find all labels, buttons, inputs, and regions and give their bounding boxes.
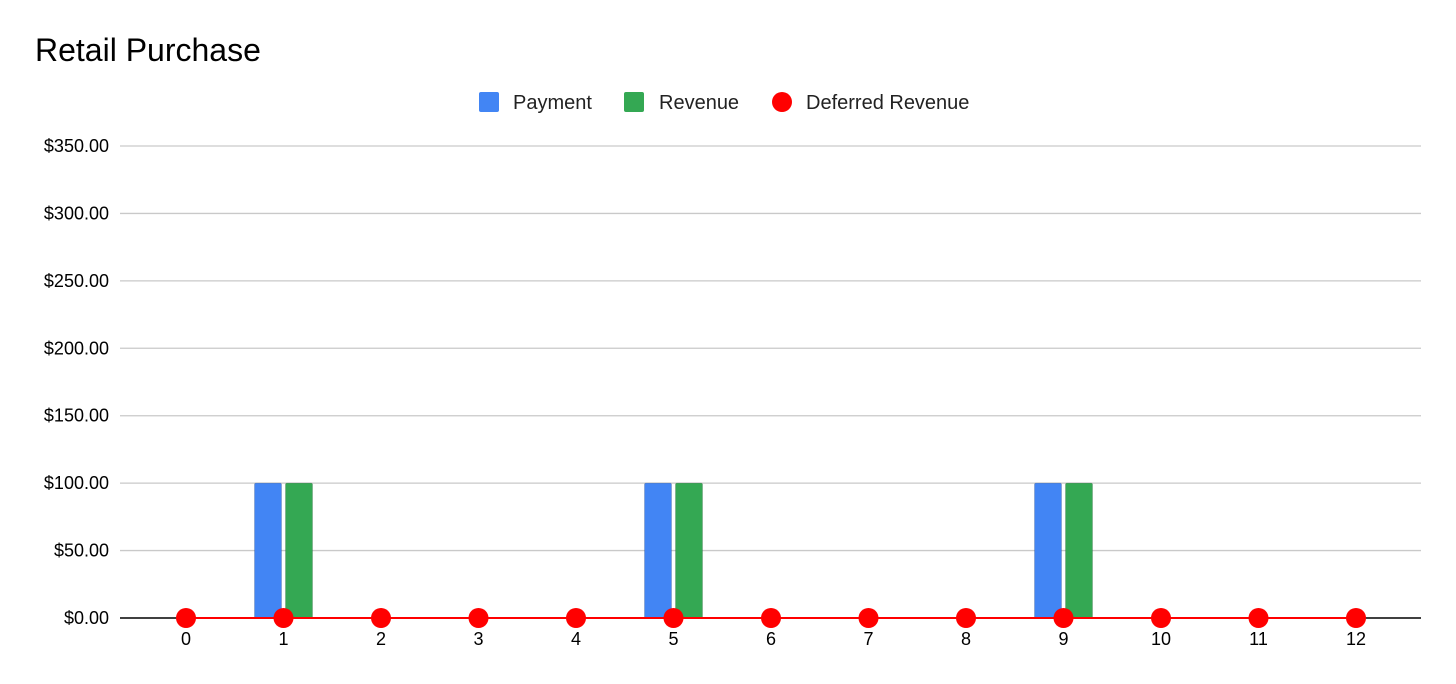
x-tick-label: 8 <box>961 629 971 649</box>
point-deferred-revenue-0 <box>176 608 196 628</box>
bar-revenue-5 <box>675 482 703 619</box>
bar-payment-9 <box>1034 482 1062 619</box>
point-deferred-revenue-9 <box>1053 608 1074 628</box>
legend-swatch-revenue <box>624 92 644 112</box>
x-tick-label: 3 <box>473 629 483 649</box>
x-tick-label: 10 <box>1151 629 1171 649</box>
point-deferred-revenue-2 <box>371 608 391 628</box>
point-deferred-revenue-10 <box>1151 608 1171 628</box>
x-tick-label: 4 <box>571 629 581 649</box>
chart-gridlines <box>120 145 1421 552</box>
x-tick-label: 5 <box>668 629 678 649</box>
x-tick-label: 7 <box>863 629 873 649</box>
legend-swatch-deferred-revenue <box>772 92 792 112</box>
x-tick-label: 12 <box>1346 629 1366 649</box>
point-deferred-revenue-8 <box>956 608 976 628</box>
x-axis-tick-labels: 0 1 2 3 4 5 6 7 8 9 10 11 12 <box>181 629 1366 649</box>
bar-revenue-9 <box>1065 482 1093 619</box>
chart-legend: Payment Revenue Deferred Revenue <box>479 92 969 114</box>
y-axis-tick-labels: $0.00 $50.00 $100.00 $150.00 $200.00 $250.00 $… <box>44 136 109 628</box>
legend-swatch-payment <box>479 92 499 112</box>
y-tick-label: $300.00 <box>44 203 109 223</box>
y-tick-label: $100.00 <box>44 473 109 493</box>
chart-title: Retail Purchase <box>35 32 261 68</box>
y-tick-label: $200.00 <box>44 338 109 358</box>
x-tick-label: 1 <box>278 629 288 649</box>
y-tick-label: $250.00 <box>44 271 109 291</box>
point-deferred-revenue-6 <box>761 608 781 628</box>
legend-label-deferred-revenue: Deferred Revenue <box>806 92 969 114</box>
legend-label-payment: Payment <box>513 92 592 114</box>
bar-payment-5 <box>644 482 672 619</box>
y-tick-label: $150.00 <box>44 406 109 426</box>
legend-label-revenue: Revenue <box>659 92 739 114</box>
x-tick-label: 2 <box>376 629 386 649</box>
point-deferred-revenue-12 <box>1346 608 1366 628</box>
bar-revenue-1 <box>285 482 313 619</box>
point-deferred-revenue-4 <box>566 608 586 628</box>
x-tick-label: 6 <box>766 629 776 649</box>
y-tick-label: $0.00 <box>64 608 109 628</box>
chart-bars <box>254 482 1093 619</box>
x-tick-label: 11 <box>1249 629 1268 649</box>
point-deferred-revenue-1 <box>273 608 294 628</box>
deferred-revenue-series <box>176 608 1366 628</box>
y-tick-label: $350.00 <box>44 136 109 156</box>
point-deferred-revenue-7 <box>858 608 879 628</box>
bar-payment-1 <box>254 482 282 619</box>
y-tick-label: $50.00 <box>54 541 109 561</box>
point-deferred-revenue-5 <box>663 608 684 628</box>
x-tick-label: 0 <box>181 629 191 649</box>
point-deferred-revenue-3 <box>468 608 489 628</box>
point-deferred-revenue-11 <box>1248 608 1269 628</box>
x-tick-label: 9 <box>1058 629 1068 649</box>
